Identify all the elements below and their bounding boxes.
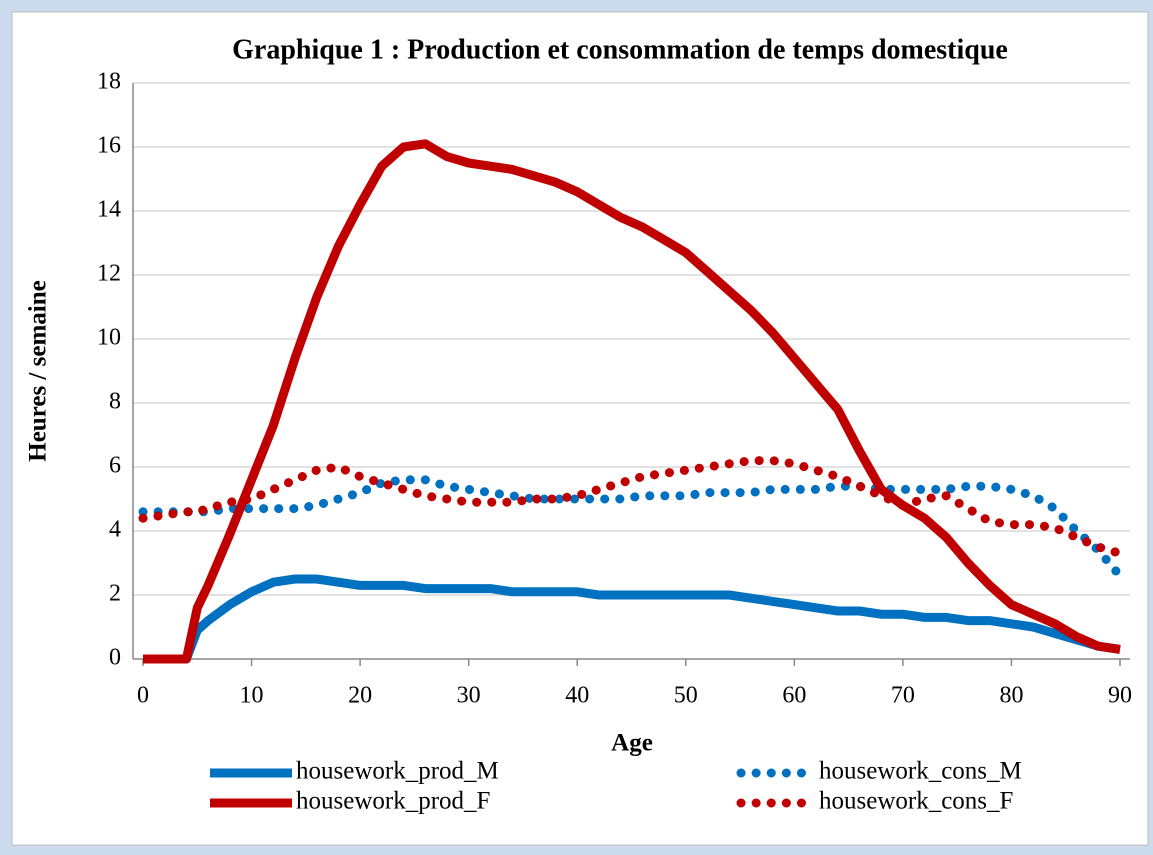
chart-title: Graphique 1 : Production et consommation…	[232, 34, 1008, 65]
y-tick-label: 16	[97, 133, 121, 159]
y-tick-label: 18	[97, 69, 121, 95]
y-tick-label: 2	[109, 581, 121, 607]
x-tick-label: 90	[1108, 683, 1132, 709]
y-tick-label: 10	[97, 325, 121, 351]
x-tick-label: 80	[999, 683, 1023, 709]
y-axis-label: Heures / semaine	[25, 280, 52, 461]
legend-label: housework_cons_M	[819, 758, 1022, 785]
y-tick-label: 8	[109, 389, 121, 415]
x-tick-label: 50	[674, 683, 698, 709]
x-tick-label: 20	[348, 683, 372, 709]
y-tick-label: 6	[109, 453, 121, 479]
y-tick-label: 12	[97, 261, 121, 287]
y-tick-label: 0	[109, 645, 121, 671]
legend-label: housework_cons_F	[819, 788, 1013, 815]
legend-label: housework_prod_F	[296, 788, 490, 815]
x-tick-label: 60	[782, 683, 806, 709]
data-line	[143, 139, 1121, 664]
x-tick-label: 40	[565, 683, 589, 709]
x-tick-label: 70	[891, 683, 915, 709]
x-tick-label: 0	[137, 683, 149, 709]
y-tick-label: 4	[109, 517, 121, 543]
x-tick-label: 10	[240, 683, 264, 709]
data-line	[143, 574, 1121, 664]
x-axis-label: Age	[611, 730, 653, 757]
chart-area	[11, 11, 1149, 846]
x-tick-label: 30	[457, 683, 481, 709]
data-line	[138, 475, 1125, 581]
data-line	[138, 456, 1125, 558]
y-tick-label: 14	[97, 197, 121, 223]
legend-label: housework_prod_M	[296, 758, 499, 785]
